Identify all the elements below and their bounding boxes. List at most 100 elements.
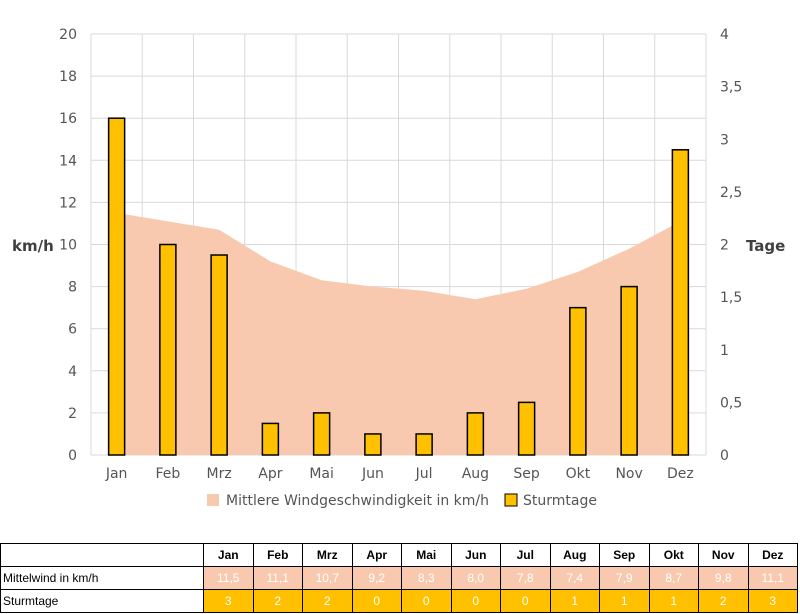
table-value-cell: 11,5 [203,566,254,590]
left-tick-label: 2 [68,406,77,422]
table-value-cell: 8,3 [401,566,452,590]
table-corner-cell [0,543,204,567]
table-value-cell: 2 [252,589,303,613]
table-row-label: Mittelwind in km/h [0,566,204,590]
table-header-cell: Okt [648,543,699,567]
x-tick-label: Jun [361,466,384,482]
table-row-label: Sturmtage [0,589,204,613]
right-tick-label: 4 [720,27,729,43]
legend-label-storm: Sturmtage [523,493,597,509]
table-value-cell: 9,8 [698,566,749,590]
table-header-cell: Dez [747,543,798,567]
table-value-cell: 3 [747,589,798,613]
left-axis-title: km/h [12,237,54,255]
table-header-cell: Mrz [302,543,353,567]
left-tick-label: 6 [68,322,77,338]
right-tick-label: 0 [720,448,729,464]
table-value-cell: 2 [302,589,353,613]
storm-bar-feb [159,243,177,456]
x-tick-label: Nov [615,466,642,482]
right-tick-label: 3,5 [720,80,742,96]
right-tick-label: 1,5 [720,290,742,306]
table-header-cell: Jul [500,543,551,567]
x-tick-label: Jul [415,466,433,482]
storm-bar-mai [312,412,331,456]
table-value-cell: 9,2 [351,566,402,590]
storm-bar-mrz [210,254,228,456]
table-value-cell: 0 [351,589,402,613]
table-header-cell: Mai [401,543,452,567]
left-tick-label: 8 [68,280,77,296]
storm-bar-jan [107,117,126,456]
table-value-cell: 7,4 [549,566,600,590]
storm-bar-dez [671,149,690,456]
storm-bar-nov [620,285,638,456]
storm-days-bar-series [107,117,690,456]
left-tick-label: 20 [59,27,77,43]
legend-label-wind: Mittlere Windgeschwindigkeit in km/h [226,493,489,509]
right-tick-label: 2 [720,238,729,254]
table-value-cell: 1 [549,589,600,613]
table-value-cell: 0 [500,589,551,613]
left-tick-label: 14 [59,153,77,169]
x-axis-ticks: Jan Feb Mrz Apr Mai Jun Jul Aug Sep Okt Nov Dez [105,466,694,482]
wind-area [116,212,681,455]
x-tick-label: Okt [566,466,591,482]
table-value-cell: 7,8 [500,566,551,590]
right-axis-ticks: 0 0,5 1 1,5 2 2,5 3 3,5 4 [720,27,742,464]
right-tick-label: 3 [720,132,729,148]
table-row: Mittelwind in km/h 11,5 11,1 10,7 9,2 8,3 8,0 7… [0,566,798,590]
table-header-cell: Sep [599,543,650,567]
table-header-row: Jan Feb Mrz Apr Mai Jun Jul Aug Sep Okt Nov Dez [0,543,798,567]
wind-area-series [116,212,681,455]
table-value-cell: 7,9 [599,566,650,590]
table-header-cell: Aug [549,543,600,567]
table-value-cell: 8,7 [648,566,699,590]
x-tick-label: Jan [105,466,128,482]
climate-chart: 0 2 4 6 8 10 12 14 16 18 20 0 0,5 1 1,5 2 2,5 3 3,5 4 Jan F… [12,27,785,509]
x-tick-label: Feb [155,466,180,482]
table-header-cell: Jan [203,543,254,567]
left-tick-label: 18 [59,69,77,85]
table-value-cell: 11,1 [747,566,798,590]
x-tick-label: Aug [462,466,489,482]
x-tick-label: Apr [258,466,282,482]
table-header-cell: Feb [252,543,303,567]
right-tick-label: 1 [720,343,729,359]
left-tick-label: 16 [59,111,77,127]
table-value-cell: 2 [698,589,749,613]
left-tick-label: 4 [68,364,77,380]
x-tick-label: Sep [513,466,540,482]
table-header-cell: Apr [351,543,402,567]
left-tick-label: 10 [59,238,77,254]
table-value-cell: 1 [648,589,699,613]
right-tick-label: 2,5 [720,185,742,201]
x-tick-label: Mai [309,466,334,482]
table-value-cell: 1 [599,589,650,613]
storm-bar-aug [466,412,485,456]
left-tick-label: 12 [59,195,77,211]
table-value-cell: 0 [450,589,501,613]
x-tick-label: Mrz [207,466,232,482]
storm-bar-jul [415,433,433,456]
legend: Mittlere Windgeschwindigkeit in km/h Stu… [207,493,597,509]
right-tick-label: 0,5 [720,395,742,411]
storm-bar-jun [364,433,382,456]
data-table: Jan Feb Mrz Apr Mai Jun Jul Aug Sep Okt Nov Dez Mit… [0,543,798,613]
table-value-cell: 10,7 [302,566,353,590]
table-value-cell: 11,1 [252,566,303,590]
table-value-cell: 3 [203,589,254,613]
legend-swatch-storm [504,493,518,507]
left-axis-ticks: 0 2 4 6 8 10 12 14 16 18 20 [59,27,77,464]
right-axis-title: Tage [746,237,785,255]
legend-swatch-wind [207,494,219,506]
x-tick-label: Dez [667,466,694,482]
storm-bar-okt [569,306,587,456]
table-value-cell: 0 [401,589,452,613]
storm-bar-apr [261,422,280,456]
table-value-cell: 8,0 [450,566,501,590]
left-tick-label: 0 [68,448,77,464]
table-header-cell: Jun [450,543,501,567]
table-header-cell: Nov [698,543,749,567]
table-row: Sturmtage 3 2 2 0 0 0 0 1 1 1 2 3 [0,589,798,613]
